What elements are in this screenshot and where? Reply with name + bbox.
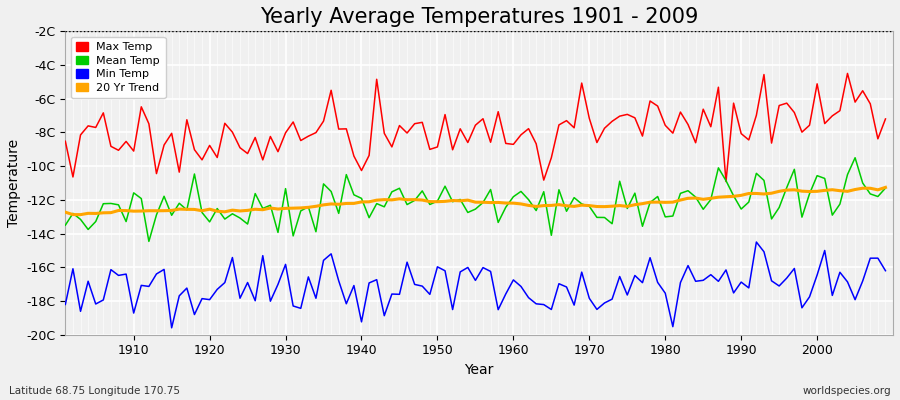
Legend: Max Temp, Mean Temp, Min Temp, 20 Yr Trend: Max Temp, Mean Temp, Min Temp, 20 Yr Tre… <box>71 37 166 98</box>
Y-axis label: Temperature: Temperature <box>7 139 21 227</box>
Text: Latitude 68.75 Longitude 170.75: Latitude 68.75 Longitude 170.75 <box>9 386 180 396</box>
Title: Yearly Average Temperatures 1901 - 2009: Yearly Average Temperatures 1901 - 2009 <box>260 7 698 27</box>
X-axis label: Year: Year <box>464 363 494 377</box>
Text: worldspecies.org: worldspecies.org <box>803 386 891 396</box>
